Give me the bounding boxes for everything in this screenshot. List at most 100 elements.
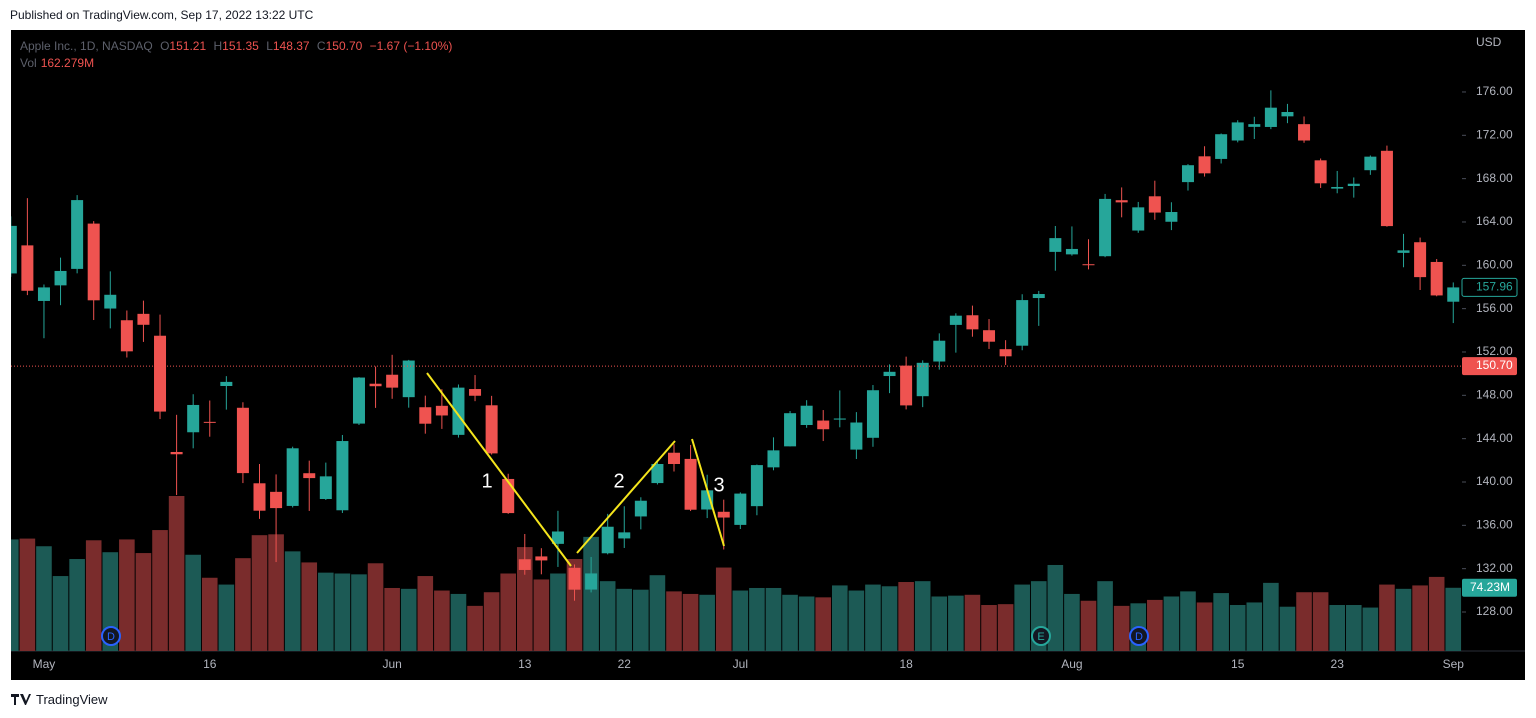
candle-body	[336, 441, 349, 511]
volume-bar	[19, 538, 36, 651]
volume-bar	[1329, 605, 1345, 651]
volume-bar	[1263, 582, 1279, 651]
volume-bar	[417, 576, 434, 651]
candle-body	[502, 478, 515, 514]
trend-line	[426, 372, 572, 567]
x-tick-label: Jul	[733, 657, 748, 671]
volume-bar	[666, 591, 682, 651]
candle-body	[154, 335, 167, 412]
volume-bar	[251, 535, 268, 651]
volume-bar	[865, 584, 881, 651]
candle-body	[286, 448, 299, 506]
volume-bar	[1379, 584, 1395, 651]
open-value: 151.21	[169, 39, 207, 53]
price-tag	[1462, 357, 1517, 376]
candle-body	[651, 464, 664, 484]
candle-body	[850, 422, 863, 450]
x-tick-label: 18	[899, 657, 913, 671]
x-tick-label: Sep	[1443, 657, 1465, 671]
volume-bar	[699, 594, 715, 651]
candle-body	[87, 223, 100, 301]
candle-body	[1082, 264, 1095, 266]
candle-body	[104, 294, 117, 309]
y-tick-label: 128.00	[1476, 604, 1513, 618]
volume-bar	[881, 586, 898, 651]
candle-body	[1397, 250, 1410, 253]
candle-body	[933, 340, 946, 362]
candle-body	[303, 473, 316, 479]
y-tick-label: 168.00	[1476, 171, 1513, 185]
candle-body	[784, 413, 797, 447]
published-note: Published on TradingView.com, Sep 17, 20…	[10, 8, 314, 22]
volume-bar	[749, 587, 765, 651]
volume-bar	[52, 576, 69, 651]
candle-body	[800, 405, 813, 426]
axes: 128.00 132.00 136.00 140.00 144.00 148.00 152.…	[33, 35, 1518, 671]
candle-body	[618, 532, 631, 539]
volume-bar	[1395, 588, 1412, 651]
annotation: 2	[613, 470, 624, 492]
y-tick-label: 136.00	[1476, 517, 1513, 531]
candle-body	[684, 458, 697, 510]
volume-bar	[516, 547, 533, 651]
candle-body	[1447, 287, 1460, 302]
trend-line	[576, 440, 676, 554]
volume-bar	[533, 579, 550, 651]
c-label: C	[316, 39, 326, 53]
candle-body	[452, 387, 465, 435]
y-tick-label: 176.00	[1476, 84, 1513, 98]
o-label: O	[160, 39, 170, 53]
event-label: D	[107, 631, 115, 643]
volume-bar	[682, 593, 699, 651]
volume-bar	[1064, 593, 1080, 651]
volume-bar	[765, 587, 782, 651]
volume-bar	[85, 540, 102, 651]
high-value: 151.35	[222, 39, 259, 53]
candle-body	[866, 390, 879, 438]
volume-bar	[832, 585, 848, 651]
candle-body	[817, 420, 830, 430]
candle-body	[1099, 198, 1112, 257]
volume-bar	[201, 577, 218, 651]
volume-bar	[732, 590, 749, 651]
volume-bar	[1180, 591, 1196, 651]
volume-bar	[102, 552, 119, 651]
volume-bar	[434, 590, 450, 651]
candle-body	[21, 245, 34, 291]
candle-body	[717, 511, 730, 518]
x-tick-label: 23	[1331, 657, 1345, 671]
candle-body	[750, 465, 763, 507]
candle-body	[1231, 122, 1244, 141]
volume-bar	[135, 553, 152, 651]
candle-body	[1181, 165, 1194, 183]
candle-body	[402, 360, 415, 398]
y-tick-label: 164.00	[1476, 214, 1513, 228]
candle-body	[1414, 242, 1427, 278]
candle-body	[203, 421, 216, 423]
volume-bar	[185, 554, 201, 651]
last-price-label: 157.96	[1476, 280, 1513, 294]
y-tick-label: 140.00	[1476, 474, 1513, 488]
volume-bar	[1229, 605, 1246, 651]
volume-bar	[69, 559, 85, 651]
candle-body	[701, 490, 714, 510]
volume-bar	[550, 573, 566, 651]
annotation: 3	[713, 474, 724, 496]
volume-bar	[1047, 564, 1064, 651]
volume-bar	[384, 587, 400, 651]
h-label: H	[213, 39, 223, 53]
candle-body	[187, 404, 200, 433]
candle-body	[220, 381, 233, 387]
volume-bar	[351, 574, 367, 651]
candle-body	[1065, 248, 1078, 255]
vol-label: Vol	[20, 56, 37, 70]
volume-bar	[467, 605, 483, 651]
y-tick-label: 132.00	[1476, 561, 1513, 575]
y-tick-label: 172.00	[1476, 127, 1513, 141]
candle-body	[319, 476, 332, 500]
volume-bar	[1014, 584, 1030, 651]
volume-bar	[1296, 592, 1312, 651]
volume-bar	[633, 589, 649, 651]
candle-body	[120, 320, 133, 352]
